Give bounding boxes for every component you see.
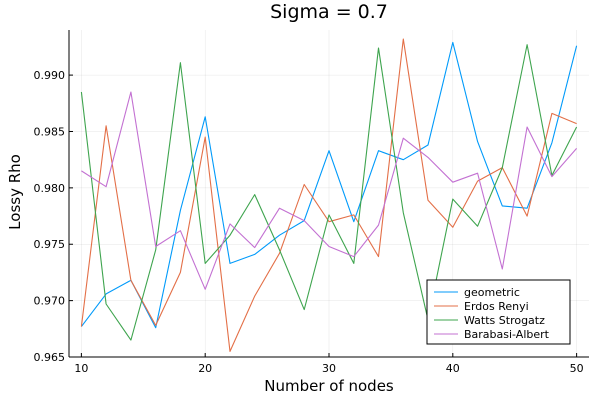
x-axis-label: Number of nodes [264, 377, 394, 395]
series-line-watts-strogatz [80, 44, 578, 341]
x-tick-label: 40 [446, 362, 460, 375]
y-tick-label: 0.965 [34, 351, 66, 364]
legend-label-erdos-renyi: Erdos Renyi [464, 300, 529, 313]
legend-box [426, 279, 571, 345]
y-tick-label: 0.975 [34, 238, 66, 251]
chart-title: Sigma = 0.7 [270, 1, 388, 23]
x-tick-label: 50 [570, 362, 584, 375]
series-line-erdos-renyi [80, 38, 577, 352]
y-tick-label: 0.990 [34, 69, 66, 82]
series-line-geometric [80, 41, 578, 329]
x-tick-label: 20 [198, 362, 212, 375]
ticks: 10 20 30 40 50 0.965 0.970 0.975 0.980 0.985 0.990 [34, 69, 584, 375]
series-lines [80, 38, 578, 352]
y-axis-label: Lossy Rho [6, 154, 24, 230]
x-tick-label: 30 [322, 362, 336, 375]
legend-label-geometric: geometric [464, 286, 520, 299]
x-tick-label: 10 [74, 362, 88, 375]
y-tick-label: 0.970 [34, 295, 66, 308]
legend-label-barabasi-albert: Barabasi-Albert [464, 328, 550, 341]
series-line-barabasi-albert [81, 91, 578, 290]
y-tick-label: 0.985 [34, 125, 66, 138]
legend-label-watts-strogatz: Watts Strogatz [464, 314, 545, 327]
y-tick-label: 0.980 [34, 182, 66, 195]
